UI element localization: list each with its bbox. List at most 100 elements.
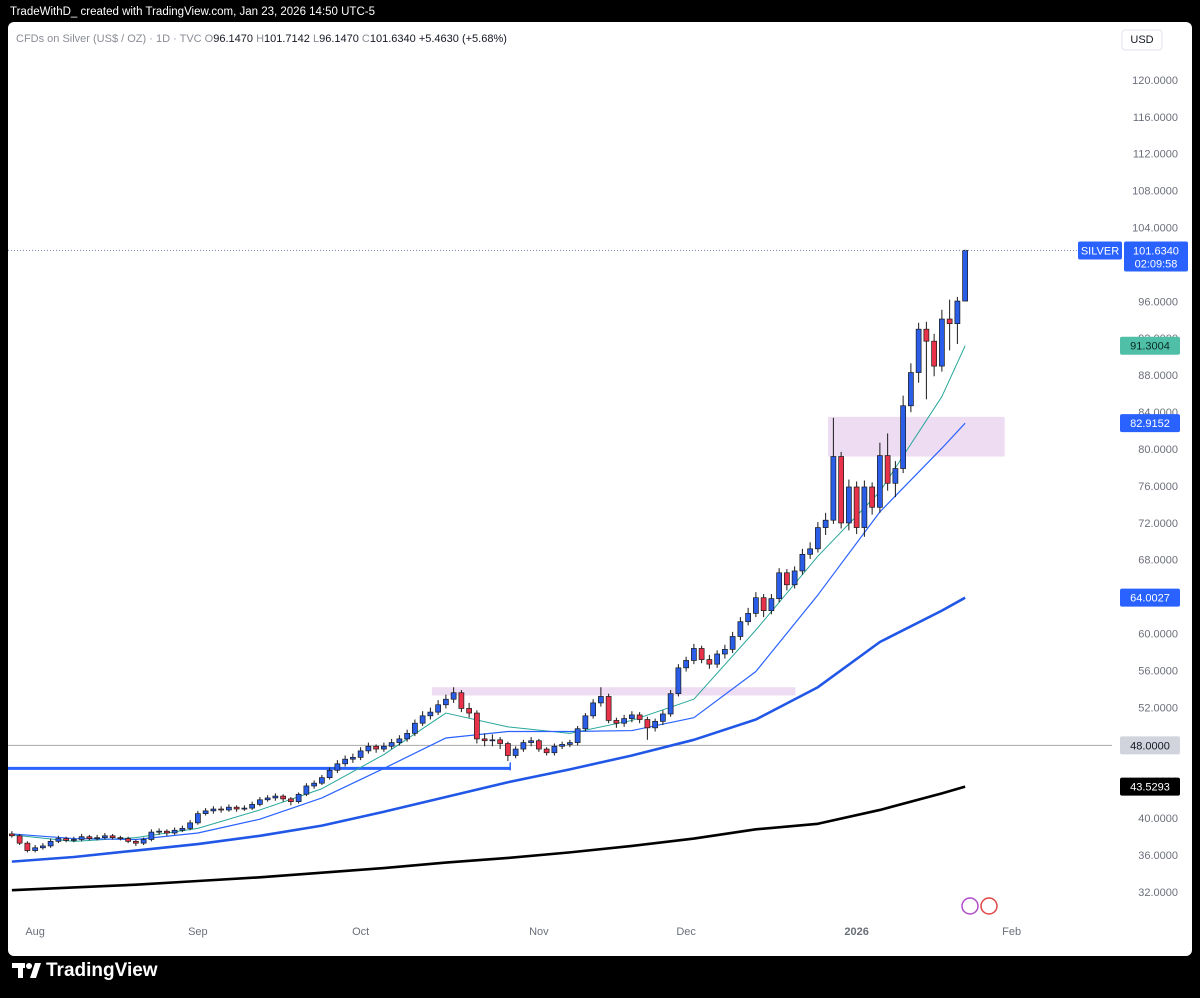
candle-body [47, 840, 54, 847]
candle-body [605, 696, 612, 721]
ohlc-value: 96.1470 [213, 33, 253, 45]
ohlc-value: 101.6340 [369, 33, 416, 45]
candle-body [466, 708, 472, 714]
symbol-tag [1078, 241, 1122, 260]
y-tick-label: 108.0000 [1132, 186, 1178, 198]
candle-body [853, 486, 860, 528]
candle-body [326, 769, 333, 778]
candle-body [892, 468, 899, 484]
candle-body [489, 739, 496, 742]
candle-body [745, 613, 751, 623]
candle-body [311, 782, 317, 787]
ohlc-key: O [204, 33, 214, 45]
currency: USD [1130, 34, 1153, 46]
candle-body [691, 648, 697, 661]
candle-body [71, 839, 77, 841]
candle-body [450, 692, 457, 700]
candle-body [729, 636, 736, 650]
candle-body [884, 455, 891, 484]
y-tick-label: 56.0000 [1138, 665, 1178, 677]
y-tick-label: 112.0000 [1133, 149, 1178, 161]
y-tick-label: 104.0000 [1132, 223, 1178, 235]
candle-body [443, 698, 449, 706]
candle-body [636, 714, 643, 720]
candle-body [861, 486, 868, 528]
price-tag [1120, 736, 1180, 755]
candle-body [776, 572, 782, 599]
moving-average [11, 422, 966, 841]
candle-body [768, 598, 775, 611]
candle-body [202, 810, 209, 814]
candle-body [334, 763, 341, 771]
ohlc-value: 101.7142 [264, 33, 310, 45]
event-icons [961, 897, 998, 915]
price-tag [1120, 777, 1180, 796]
candle-body [543, 748, 550, 754]
candle-body [9, 833, 15, 837]
candle-body [32, 847, 38, 851]
candle-body [497, 739, 503, 744]
candle-body [559, 744, 565, 747]
candle-body [140, 839, 147, 844]
footer-logo: TradingView [46, 960, 158, 981]
symbol: CFDs on Silver (US$ / OZ) · 1D · TVC [16, 33, 202, 45]
x-tick-label: Feb [1002, 926, 1021, 938]
candle-body [830, 456, 837, 521]
candle-body [303, 785, 310, 795]
candle-body [714, 653, 720, 665]
candle-body [412, 722, 418, 734]
candle-body [644, 719, 651, 729]
candle-body [753, 597, 759, 614]
candle-body [598, 696, 604, 704]
candle-body [574, 728, 581, 743]
candle-body [505, 743, 511, 756]
candle-body [520, 742, 527, 750]
candle-body [706, 659, 713, 665]
y-tick-label: 76.0000 [1138, 481, 1178, 493]
candle-body [357, 750, 364, 758]
ohlc-key: H [256, 33, 265, 45]
candle-body [249, 804, 255, 809]
price-tag-label: 48.0000 [1130, 740, 1170, 752]
logo-part [30, 963, 41, 978]
candle-body [931, 340, 937, 367]
candle-body [923, 328, 930, 342]
candle-body [133, 840, 139, 844]
candle-body [16, 835, 23, 844]
candle-body [396, 738, 403, 743]
candle-body [63, 838, 69, 841]
candle-body [109, 835, 116, 838]
chart-card [8, 22, 1192, 956]
candle-body [117, 837, 124, 839]
y-tick-label: 60.0000 [1138, 629, 1178, 641]
candle-body [342, 758, 348, 765]
last-price-label: 101.6340 [1133, 245, 1179, 257]
candle-body [164, 830, 170, 834]
candle-body [737, 621, 744, 637]
candle-body [962, 250, 968, 302]
candle-body [567, 742, 573, 745]
x-tick-label: Sep [188, 926, 208, 938]
candle-body [55, 838, 62, 842]
candle-body [908, 372, 914, 407]
candle-body [722, 649, 728, 655]
x-tick-label: Oct [352, 926, 369, 938]
candle-body [536, 740, 542, 750]
candle-body [815, 527, 821, 550]
x-tick-label: Dec [676, 926, 696, 938]
moving-average [11, 596, 966, 863]
candle-body [148, 831, 155, 840]
candle-body [629, 714, 635, 719]
candle-body [210, 808, 217, 812]
candle-body [171, 829, 178, 834]
y-tick-label: 116.0000 [1133, 112, 1178, 124]
candle-body [156, 830, 162, 833]
candle-body [807, 548, 813, 555]
candle-body [698, 648, 705, 660]
price-tag [1120, 414, 1180, 433]
tv-logo-icon [12, 963, 41, 978]
symbol-tag-label: SILVER [1081, 245, 1119, 257]
candle-body [218, 808, 224, 811]
candle-body [613, 720, 620, 724]
